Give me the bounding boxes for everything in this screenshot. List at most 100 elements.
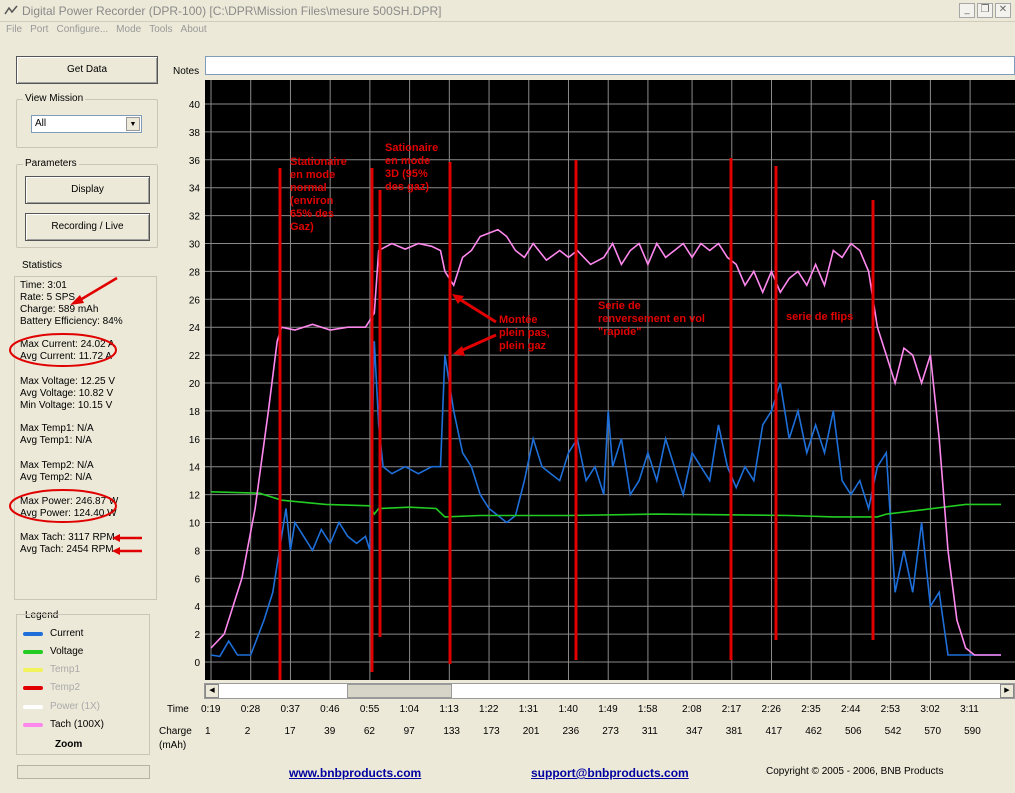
menu-mode[interactable]: Mode	[116, 24, 142, 35]
y-tick-label: 36	[189, 156, 201, 167]
legend-swatch	[23, 723, 43, 727]
stat-avg-temp1: Avg Temp1: N/A	[20, 435, 92, 446]
menu-about[interactable]: About	[180, 24, 207, 35]
display-button[interactable]: Display	[25, 176, 150, 204]
y-tick-label: 2	[194, 630, 200, 641]
annotation-line: Stationaire	[290, 156, 347, 168]
legend-swatch	[23, 650, 43, 654]
maximize-button[interactable]: ❐	[977, 3, 993, 18]
statistics-box: Time: 3:01 Rate: 5 SPS Charge: 589 mAh B…	[14, 276, 157, 600]
legend-swatch	[23, 705, 43, 709]
y-tick-label: 6	[194, 574, 200, 585]
stat-avg-current: Avg Current: 11.72 A	[20, 351, 112, 362]
charge-tick-label: 173	[483, 726, 500, 737]
time-tick-label: 1:22	[479, 704, 499, 715]
charge-axis-label: Charge (mAh)	[159, 726, 192, 751]
time-tick-label: 1:58	[637, 704, 658, 715]
time-tick-label: 1:49	[598, 704, 618, 715]
charge-tick-label: 62	[363, 726, 375, 737]
annotation-stationnaire-3d: Sationaire en mode 3D (95% des gaz)	[385, 142, 438, 194]
y-tick-label: 16	[189, 435, 201, 446]
plot-background	[205, 80, 1015, 680]
stat-battery-efficiency: Battery Efficiency: 84%	[20, 316, 123, 327]
bnbproducts-link[interactable]: www.bnbproducts.com	[289, 766, 422, 780]
time-tick-label: 3:02	[920, 704, 940, 715]
y-tick-label: 10	[189, 519, 201, 530]
legend-label: Current	[50, 628, 84, 639]
view-mission-value: All	[35, 118, 47, 129]
charge-tick-label: 570	[924, 726, 942, 737]
annotation-line: Sationaire	[385, 142, 439, 154]
y-tick-label: 22	[189, 351, 201, 362]
y-tick-label: 28	[189, 267, 201, 278]
view-mission-select[interactable]: All ▼	[31, 115, 142, 133]
charge-tick-label: 506	[844, 726, 862, 737]
legend-box: Current Voltage Temp1 Temp2 Power (1X) T…	[16, 614, 150, 755]
menu-tools[interactable]: Tools	[149, 24, 173, 35]
menu-configure[interactable]: Configure...	[56, 24, 109, 35]
close-button[interactable]: ✕	[995, 3, 1011, 18]
charge-tick-label: 236	[562, 726, 580, 737]
parameters-group: Parameters	[16, 158, 158, 248]
support-email-link[interactable]: support@bnbproducts.com	[531, 766, 689, 780]
zoom-button[interactable]: Zoom	[55, 739, 83, 750]
stat-time: Time: 3:01	[20, 280, 67, 291]
annotation-montee: Montée plein pas, plein gaz	[499, 314, 550, 353]
get-data-button[interactable]: Get Data	[16, 56, 158, 84]
charge-tick-label: 201	[522, 726, 540, 737]
annotation-line: 65% des	[290, 208, 335, 220]
scrollbar-thumb[interactable]	[347, 684, 452, 698]
y-tick-label: 32	[189, 212, 201, 223]
stat-max-power: Max Power: 246.87 W	[20, 496, 119, 507]
time-tick-label: 2:17	[721, 704, 742, 715]
view-mission-group: View Mission	[16, 93, 158, 148]
charge-tick-label: 273	[602, 726, 619, 737]
time-tick-label: 3:11	[960, 704, 979, 715]
time-tick-label: 2:53	[880, 704, 901, 715]
legend-label: Power (1X)	[50, 701, 101, 712]
time-tick-label: 1:13	[439, 704, 459, 715]
menu-bar: File Port Configure... Mode Tools About	[0, 22, 1015, 38]
y-tick-label: 24	[189, 323, 201, 334]
legend-label: Temp1	[50, 664, 81, 675]
scroll-left-icon[interactable]: ◀	[205, 684, 219, 698]
chevron-down-icon[interactable]: ▼	[126, 117, 140, 131]
charge-tick-label: 542	[884, 726, 902, 737]
series-current	[210, 341, 1001, 658]
annotation-flips: serie de flips	[786, 311, 853, 324]
annotation-line: 3D (95%	[385, 168, 428, 180]
legend-swatch	[23, 632, 43, 636]
stat-rate: Rate: 5 SPS	[20, 292, 76, 303]
series-voltage	[210, 491, 1001, 518]
y-tick-label: 4	[194, 602, 200, 613]
annotation-line: plein gaz	[499, 340, 547, 352]
menu-file[interactable]: File	[6, 24, 23, 35]
window-title: Digital Power Recorder (DPR-100) [C:\DPR…	[22, 4, 442, 18]
stat-max-current: Max Current: 24.02 A	[20, 339, 115, 350]
y-tick-label: 12	[189, 491, 201, 502]
y-tick-label: 34	[189, 184, 201, 195]
minimize-button[interactable]: _	[959, 3, 975, 18]
notes-input[interactable]	[205, 56, 1015, 75]
recording-live-button[interactable]: Recording / Live	[25, 213, 150, 241]
annotation-line: Montée	[499, 314, 538, 326]
time-tick-label: 0:46	[320, 704, 340, 715]
stat-max-tach: Max Tach: 3117 RPM	[20, 532, 115, 543]
annotation-stationnaire-normal: Stationaire en mode normal (environ 65% des G…	[290, 156, 347, 234]
y-tick-label: 14	[189, 463, 201, 474]
charge-tick-label: 1	[205, 726, 211, 737]
scroll-right-icon[interactable]: ▶	[1000, 684, 1014, 698]
stat-max-voltage: Max Voltage: 12.25 V	[20, 376, 116, 387]
chart-scrollbar[interactable]: ◀ ▶	[204, 683, 1015, 699]
time-tick-label: 0:37	[280, 704, 300, 715]
y-tick-label: 30	[189, 240, 201, 251]
charge-tick-label: 347	[686, 726, 703, 737]
charge-tick-label: 2	[244, 726, 251, 737]
menu-port[interactable]: Port	[30, 24, 49, 35]
app-icon	[4, 5, 18, 15]
y-tick-label: 26	[189, 295, 201, 306]
stat-avg-tach: Avg Tach: 2454 RPM	[20, 544, 114, 555]
time-tick-label: 1:04	[399, 704, 420, 715]
time-tick-label: 2:44	[840, 704, 861, 715]
